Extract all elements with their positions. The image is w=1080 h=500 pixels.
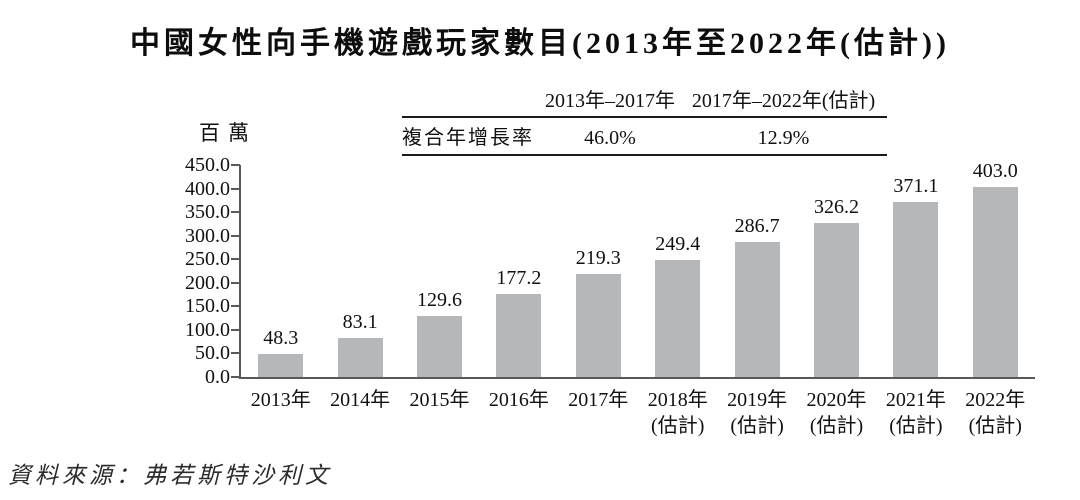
y-axis-tick xyxy=(231,211,240,214)
x-axis-label-year: 2018年 xyxy=(647,389,708,411)
y-axis-tick xyxy=(231,187,240,190)
x-axis-label: 2021年 (估計) xyxy=(870,387,961,439)
x-axis-label: 2019年 (估計) xyxy=(711,387,802,439)
cagr-value-1: 46.0% xyxy=(584,127,636,149)
cagr-period-2: 2017年–2022年(估計) xyxy=(691,90,876,112)
y-axis-tick-label: 450.0 xyxy=(185,154,230,176)
bar xyxy=(655,259,701,377)
x-axis-label-estimate: (估計) xyxy=(651,415,705,437)
x-axis-label-year: 2017年 xyxy=(568,389,629,411)
x-axis-label-estimate: (估計) xyxy=(730,415,784,437)
x-axis-label: 2018年 (估計) xyxy=(632,387,723,439)
y-axis-tick xyxy=(231,281,240,284)
bar-value-label: 48.3 xyxy=(263,327,299,350)
x-axis-label: 2014年 xyxy=(314,387,405,413)
y-axis-tick-label: 0.0 xyxy=(205,366,230,388)
bar-value-label: 129.6 xyxy=(416,288,462,311)
y-axis-tick xyxy=(231,258,240,261)
bar xyxy=(496,293,542,377)
y-axis-tick xyxy=(231,376,240,378)
y-axis-tick xyxy=(231,305,240,308)
x-axis-label-year: 2016年 xyxy=(488,389,549,411)
bar-value-label: 177.2 xyxy=(496,266,542,289)
x-axis-label-estimate: (估計) xyxy=(889,415,943,437)
bar-value-label: 219.3 xyxy=(575,246,621,269)
x-axis-label: 2017年 xyxy=(553,387,644,413)
y-axis-tick xyxy=(231,328,240,331)
y-axis-tick-label: 300.0 xyxy=(185,224,230,247)
x-axis-label: 2020年 (估計) xyxy=(791,387,882,439)
bar-value-label: 371.1 xyxy=(893,175,939,198)
x-axis-label-year: 2020年 xyxy=(806,389,867,411)
bar-value-label: 286.7 xyxy=(734,214,780,237)
bar xyxy=(814,223,859,377)
y-axis-tick xyxy=(231,234,240,237)
x-axis-label: 2013年 xyxy=(235,387,326,413)
x-axis-label: 2022年 (估計) xyxy=(950,387,1041,439)
y-axis-tick-label: 250.0 xyxy=(185,248,230,271)
x-axis-label: 2015年 xyxy=(394,387,485,413)
y-axis-tick-label: 50.0 xyxy=(195,342,230,365)
y-axis-tick-label: 350.0 xyxy=(185,201,230,224)
bar-value-label: 326.2 xyxy=(813,196,859,219)
x-axis-label-year: 2022年 xyxy=(965,389,1026,411)
bar xyxy=(417,315,462,377)
bar xyxy=(575,273,621,377)
x-axis-label-year: 2021年 xyxy=(885,389,946,411)
x-axis-label-estimate: (估計) xyxy=(968,415,1022,437)
y-axis-line xyxy=(239,165,241,377)
x-axis-label-year: 2014年 xyxy=(330,389,391,411)
chart-title: 中國女性向手機遊戲玩家數目(2013年至2022年(估計)) xyxy=(130,27,950,60)
cagr-value-2: 12.9% xyxy=(757,127,810,149)
y-axis-tick-label: 100.0 xyxy=(185,318,230,341)
cagr-row-label: 複合年增長率 xyxy=(402,127,534,149)
source-note: 資料來源：弗若斯特沙利文 xyxy=(8,463,332,488)
bar xyxy=(734,241,780,377)
bar xyxy=(893,202,939,377)
bar xyxy=(337,337,383,377)
y-axis-tick-label: 400.0 xyxy=(185,177,230,200)
x-axis-line xyxy=(239,377,1035,379)
cagr-table-header-row: 2013年–2017年 2017年–2022年(估計) xyxy=(402,84,887,118)
bar-value-label: 249.4 xyxy=(655,232,701,255)
y-axis-tick xyxy=(231,164,240,166)
x-axis-label: 2016年 xyxy=(473,387,564,413)
cagr-table-data-row: 複合年增長率 46.0% 12.9% xyxy=(402,118,887,156)
x-axis-label-estimate: (估計) xyxy=(809,415,864,437)
cagr-table: 2013年–2017年 2017年–2022年(估計) 複合年增長率 46.0%… xyxy=(402,84,887,156)
cagr-period-1: 2013年–2017年 xyxy=(545,90,675,112)
x-axis-label-year: 2019年 xyxy=(727,389,788,411)
bar xyxy=(258,354,304,377)
y-axis-tick xyxy=(231,352,240,355)
bar-value-label: 83.1 xyxy=(342,310,378,333)
x-axis-label-year: 2015年 xyxy=(409,389,470,411)
y-axis-tick-label: 150.0 xyxy=(185,295,230,318)
y-axis-tick-label: 200.0 xyxy=(185,271,230,294)
y-axis-unit-label: 百萬 xyxy=(199,121,257,145)
x-axis-label-year: 2013年 xyxy=(250,389,311,411)
bar-value-label: 403.0 xyxy=(972,160,1018,183)
bar xyxy=(972,187,1018,377)
